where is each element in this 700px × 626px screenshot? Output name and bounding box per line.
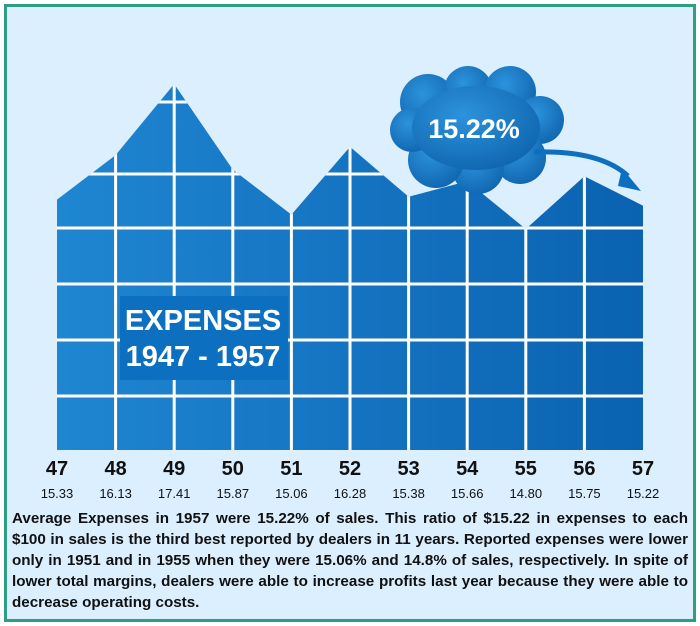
callout-arrow: [533, 149, 630, 178]
data-label: 15.22: [627, 486, 660, 501]
title-box: [120, 296, 288, 380]
x-tick-label: 57: [632, 458, 654, 480]
x-tick-label: 48: [104, 458, 126, 480]
x-tick-label: 49: [163, 458, 185, 480]
callout-cloud: [390, 66, 564, 194]
data-label: 15.33: [41, 486, 74, 501]
x-tick-label: 52: [339, 458, 361, 480]
data-label: 16.13: [99, 486, 132, 501]
data-label: 14.80: [510, 486, 543, 501]
title-line-2: 1947 - 1957: [126, 341, 281, 373]
data-label: 15.06: [275, 486, 308, 501]
x-tick-label: 51: [280, 458, 302, 480]
x-tick-label: 54: [456, 458, 479, 480]
x-tick-label: 55: [515, 458, 537, 480]
data-label: 15.38: [392, 486, 425, 501]
data-label: 15.75: [568, 486, 601, 501]
callout-arrowhead: [618, 168, 641, 191]
x-tick-label: 56: [573, 458, 595, 480]
data-label: 17.41: [158, 486, 191, 501]
x-tick-label: 53: [397, 458, 419, 480]
data-label: 16.28: [334, 486, 367, 501]
data-label: 15.87: [217, 486, 250, 501]
data-label: 15.66: [451, 486, 484, 501]
x-tick-label: 47: [46, 458, 68, 480]
callout-label: 15.22%: [428, 114, 520, 144]
x-tick-label: 50: [222, 458, 244, 480]
caption: Average Expenses in 1957 were 15.22% of …: [12, 510, 688, 611]
title-line-1: EXPENSES: [125, 305, 281, 337]
